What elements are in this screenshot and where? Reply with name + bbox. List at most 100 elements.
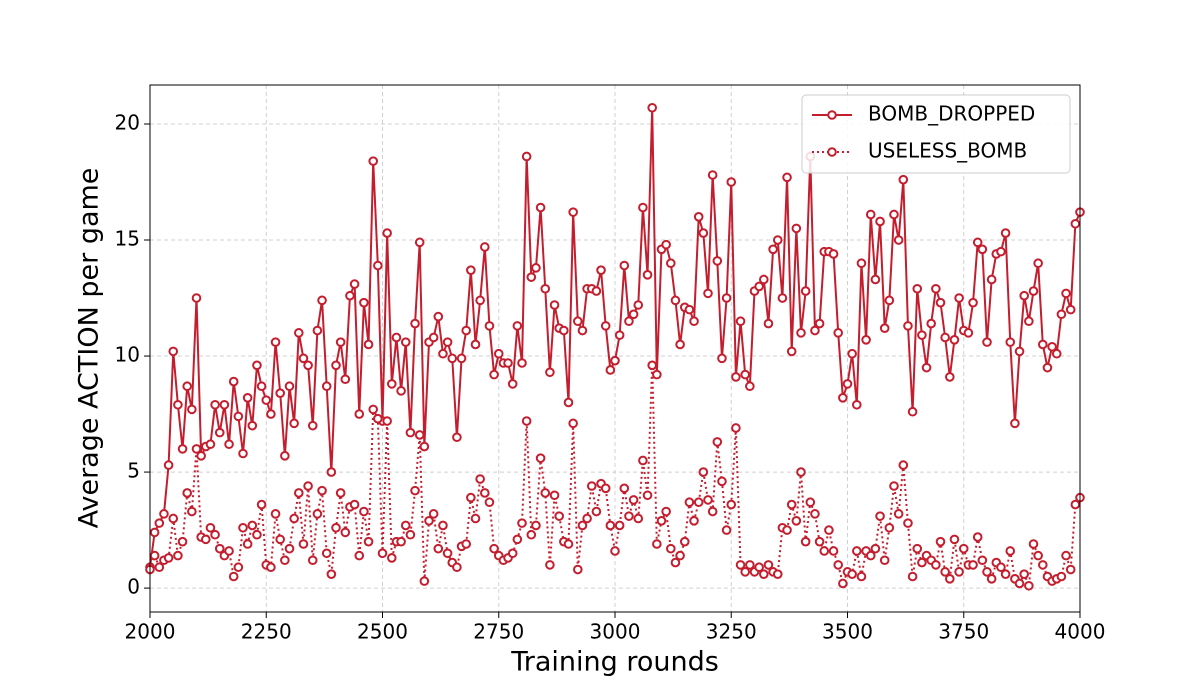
data-point	[986, 574, 997, 584]
data-point	[400, 337, 411, 347]
data-point	[173, 399, 183, 410]
x-tick-label: 2000	[125, 620, 176, 644]
data-point	[363, 536, 374, 547]
data-point	[689, 316, 699, 327]
data-point	[354, 409, 365, 419]
data-point	[452, 562, 462, 573]
data-point	[703, 495, 713, 505]
data-point	[1024, 316, 1034, 327]
data-point	[205, 439, 216, 450]
data-point	[205, 522, 216, 533]
data-point	[238, 448, 248, 459]
x-tick-label: 2750	[473, 620, 524, 644]
data-point	[428, 332, 439, 343]
data-point	[870, 543, 881, 554]
data-point	[605, 520, 616, 531]
data-point	[177, 536, 188, 547]
data-point	[187, 404, 197, 415]
data-point	[289, 513, 299, 524]
legend-marker	[827, 147, 837, 157]
data-point	[810, 509, 820, 519]
data-point	[931, 560, 941, 570]
data-point	[1019, 569, 1029, 579]
data-point	[442, 548, 453, 559]
data-point	[224, 439, 234, 450]
data-point	[559, 325, 569, 336]
data-point	[168, 346, 179, 357]
data-point	[1061, 550, 1071, 561]
data-point	[419, 576, 430, 586]
x-tick-label: 3250	[706, 620, 757, 644]
data-point	[628, 309, 639, 320]
data-point	[912, 283, 923, 294]
data-point	[754, 562, 764, 573]
data-point	[438, 520, 448, 531]
data-point	[828, 249, 839, 259]
data-point	[154, 518, 165, 528]
data-point	[1024, 580, 1034, 591]
data-point	[1038, 560, 1048, 570]
data-point	[382, 228, 392, 238]
data-point	[475, 474, 485, 484]
data-point	[317, 295, 327, 306]
legend-marker	[827, 110, 837, 120]
data-point	[796, 328, 806, 338]
data-point	[1028, 539, 1039, 549]
data-point	[405, 427, 416, 438]
data-point	[1005, 546, 1016, 556]
data-point	[261, 395, 272, 405]
data-point	[652, 369, 662, 380]
data-point	[414, 430, 425, 440]
data-point	[521, 416, 532, 426]
data-point	[228, 376, 239, 387]
data-point	[433, 311, 444, 322]
data-point	[1014, 578, 1025, 589]
data-point	[898, 174, 909, 185]
data-point	[647, 102, 658, 113]
data-point	[763, 560, 774, 570]
data-point	[670, 295, 681, 306]
data-point	[638, 202, 648, 213]
data-point	[428, 509, 439, 519]
data-point	[726, 499, 737, 510]
data-point	[545, 367, 555, 378]
plot-area	[145, 102, 1085, 591]
data-point	[410, 318, 420, 329]
data-point	[833, 560, 844, 570]
data-point	[791, 223, 802, 234]
data-point	[331, 360, 341, 371]
legend-label: USELESS_BOMB	[868, 139, 1027, 163]
data-point	[368, 404, 379, 415]
data-point	[865, 550, 876, 561]
data-point	[303, 481, 313, 491]
data-point	[284, 543, 295, 554]
data-point	[442, 337, 453, 347]
data-point	[652, 539, 662, 549]
data-point	[466, 492, 476, 503]
data-point	[772, 235, 783, 245]
data-point	[907, 571, 918, 582]
data-point	[879, 323, 890, 333]
data-point	[484, 321, 495, 331]
data-point	[889, 481, 899, 491]
data-point	[735, 560, 746, 570]
data-point	[242, 539, 253, 549]
data-point	[814, 318, 825, 329]
data-point	[624, 316, 634, 327]
y-tick-label: 20	[115, 110, 140, 134]
data-point	[270, 337, 281, 347]
data-point	[210, 399, 220, 410]
data-point	[614, 330, 625, 340]
ticks: 2000 2250 2500 2750 3000 3250 3500 3750 4000 0 5 10…	[115, 110, 1106, 643]
data-point	[1005, 337, 1016, 347]
data-point	[935, 536, 946, 547]
data-point	[889, 209, 899, 220]
data-point	[819, 546, 830, 556]
x-tick-label: 3000	[590, 620, 641, 644]
data-point	[814, 536, 825, 547]
data-point	[461, 325, 472, 336]
data-point	[745, 560, 755, 570]
data-point	[233, 411, 244, 422]
data-point	[359, 506, 369, 517]
data-point	[1065, 564, 1076, 575]
